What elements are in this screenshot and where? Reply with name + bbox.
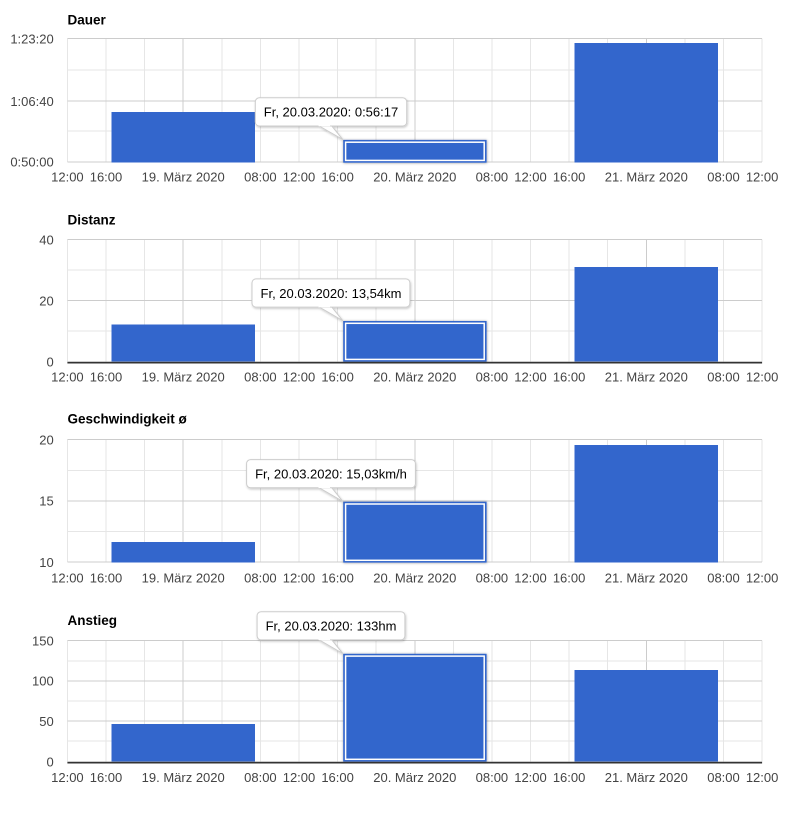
svg-text:50: 50 xyxy=(39,714,53,729)
svg-text:16:00: 16:00 xyxy=(321,571,354,586)
svg-text:21. März 2020: 21. März 2020 xyxy=(605,571,688,586)
svg-text:16:00: 16:00 xyxy=(321,170,354,185)
svg-text:Distanz: Distanz xyxy=(68,213,116,228)
svg-text:12:00: 12:00 xyxy=(514,770,547,785)
svg-text:12:00: 12:00 xyxy=(746,370,779,385)
svg-text:20: 20 xyxy=(39,293,53,308)
svg-text:Dauer: Dauer xyxy=(68,13,107,28)
svg-text:16:00: 16:00 xyxy=(553,571,586,586)
svg-text:15: 15 xyxy=(39,494,53,509)
svg-text:20: 20 xyxy=(39,432,53,447)
svg-text:16:00: 16:00 xyxy=(321,770,354,785)
svg-text:10: 10 xyxy=(39,555,53,570)
svg-text:16:00: 16:00 xyxy=(553,770,586,785)
svg-text:12:00: 12:00 xyxy=(51,770,84,785)
svg-text:16:00: 16:00 xyxy=(553,170,586,185)
svg-text:12:00: 12:00 xyxy=(514,571,547,586)
svg-text:Anstieg: Anstieg xyxy=(68,613,118,628)
svg-text:1:06:40: 1:06:40 xyxy=(10,94,53,109)
svg-text:08:00: 08:00 xyxy=(476,370,509,385)
svg-text:20. März 2020: 20. März 2020 xyxy=(373,571,456,586)
svg-text:08:00: 08:00 xyxy=(244,370,277,385)
svg-text:12:00: 12:00 xyxy=(746,170,779,185)
svg-text:12:00: 12:00 xyxy=(283,571,316,586)
svg-text:0: 0 xyxy=(46,754,53,769)
svg-text:12:00: 12:00 xyxy=(51,370,84,385)
svg-text:Fr, 20.03.2020: 15,03km/h: Fr, 20.03.2020: 15,03km/h xyxy=(255,467,407,482)
svg-text:21. März 2020: 21. März 2020 xyxy=(605,370,688,385)
svg-text:20. März 2020: 20. März 2020 xyxy=(373,770,456,785)
svg-text:16:00: 16:00 xyxy=(90,770,123,785)
svg-text:19. März 2020: 19. März 2020 xyxy=(142,170,225,185)
svg-text:19. März 2020: 19. März 2020 xyxy=(142,571,225,586)
svg-text:12:00: 12:00 xyxy=(746,770,779,785)
svg-text:150: 150 xyxy=(32,634,54,649)
svg-text:08:00: 08:00 xyxy=(476,571,509,586)
svg-text:08:00: 08:00 xyxy=(244,571,277,586)
svg-text:16:00: 16:00 xyxy=(553,370,586,385)
svg-text:Fr, 20.03.2020: 133hm: Fr, 20.03.2020: 133hm xyxy=(266,619,397,634)
svg-text:12:00: 12:00 xyxy=(283,770,316,785)
svg-text:20. März 2020: 20. März 2020 xyxy=(373,170,456,185)
svg-text:08:00: 08:00 xyxy=(244,170,277,185)
svg-text:08:00: 08:00 xyxy=(476,770,509,785)
svg-text:19. März 2020: 19. März 2020 xyxy=(142,370,225,385)
svg-text:08:00: 08:00 xyxy=(707,770,740,785)
svg-text:16:00: 16:00 xyxy=(90,571,123,586)
svg-text:Fr, 20.03.2020: 13,54km: Fr, 20.03.2020: 13,54km xyxy=(261,286,402,301)
svg-text:12:00: 12:00 xyxy=(51,170,84,185)
svg-text:16:00: 16:00 xyxy=(90,170,123,185)
svg-text:Geschwindigkeit ø: Geschwindigkeit ø xyxy=(68,412,188,427)
svg-text:0: 0 xyxy=(46,355,53,370)
svg-text:08:00: 08:00 xyxy=(707,370,740,385)
svg-text:08:00: 08:00 xyxy=(244,770,277,785)
svg-text:08:00: 08:00 xyxy=(707,571,740,586)
svg-text:21. März 2020: 21. März 2020 xyxy=(605,170,688,185)
svg-text:20. März 2020: 20. März 2020 xyxy=(373,370,456,385)
svg-text:12:00: 12:00 xyxy=(283,370,316,385)
svg-text:19. März 2020: 19. März 2020 xyxy=(142,770,225,785)
svg-text:Fr, 20.03.2020: 0:56:17: Fr, 20.03.2020: 0:56:17 xyxy=(264,105,398,120)
svg-text:12:00: 12:00 xyxy=(514,370,547,385)
svg-text:08:00: 08:00 xyxy=(707,170,740,185)
svg-text:40: 40 xyxy=(39,232,53,247)
svg-text:12:00: 12:00 xyxy=(51,571,84,586)
svg-text:100: 100 xyxy=(32,674,54,689)
svg-text:0:50:00: 0:50:00 xyxy=(10,155,53,170)
svg-text:12:00: 12:00 xyxy=(514,170,547,185)
svg-text:21. März 2020: 21. März 2020 xyxy=(605,770,688,785)
svg-text:1:23:20: 1:23:20 xyxy=(10,31,53,46)
svg-text:08:00: 08:00 xyxy=(476,170,509,185)
svg-text:16:00: 16:00 xyxy=(90,370,123,385)
svg-text:16:00: 16:00 xyxy=(321,370,354,385)
svg-text:12:00: 12:00 xyxy=(283,170,316,185)
svg-text:12:00: 12:00 xyxy=(746,571,779,586)
